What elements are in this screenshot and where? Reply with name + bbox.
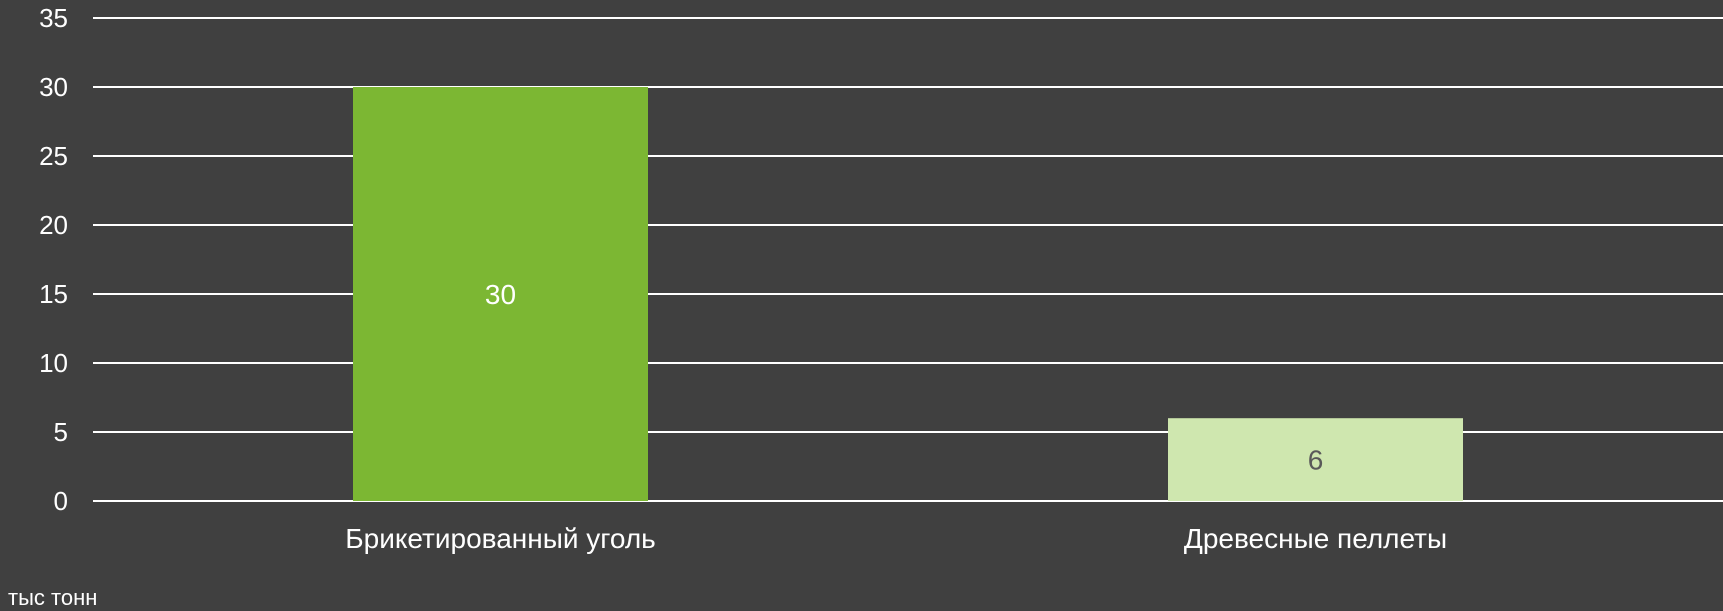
gridlines <box>93 17 1723 502</box>
data-label: 30 <box>485 279 516 310</box>
bars <box>353 87 1463 501</box>
y-axis-ticks: 0 5 10 15 20 25 30 35 <box>39 3 68 516</box>
category-label: Брикетированный уголь <box>345 523 656 554</box>
y-tick-label: 35 <box>39 3 68 33</box>
category-label: Древесные пеллеты <box>1184 523 1447 554</box>
unit-label: тыс тонн <box>8 585 97 610</box>
y-tick-label: 20 <box>39 210 68 240</box>
data-label: 6 <box>1308 445 1324 476</box>
y-tick-label: 25 <box>39 141 68 171</box>
y-tick-label: 0 <box>54 486 68 516</box>
y-tick-label: 30 <box>39 72 68 102</box>
data-labels: 30 6 <box>485 279 1323 476</box>
bar <box>353 87 648 501</box>
y-tick-label: 10 <box>39 348 68 378</box>
y-tick-label: 15 <box>39 279 68 309</box>
bar <box>1168 418 1463 501</box>
category-axis: Брикетированный уголь Древесные пеллеты <box>345 523 1447 554</box>
y-tick-label: 5 <box>54 417 68 447</box>
